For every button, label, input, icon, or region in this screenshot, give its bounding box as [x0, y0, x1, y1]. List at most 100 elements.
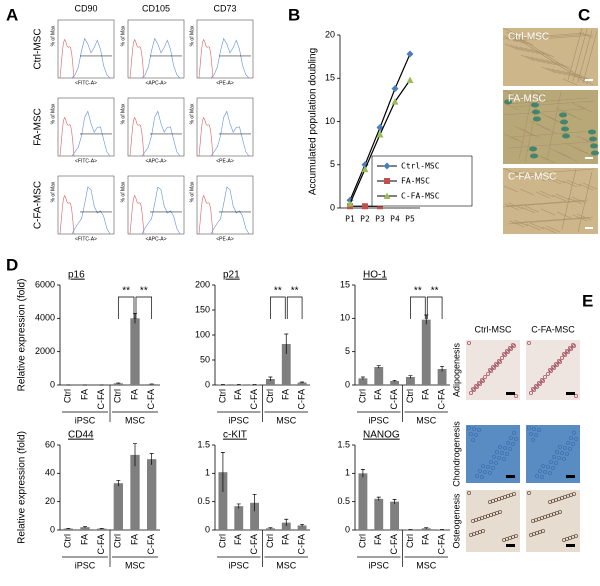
legend-label: FA-MSC	[401, 177, 430, 186]
scale-bar	[566, 475, 575, 478]
error-bar	[116, 382, 121, 384]
isotype-curve	[198, 194, 214, 235]
cell-texture	[508, 36, 524, 44]
micrograph	[526, 340, 580, 400]
axis-label: % of Max	[189, 181, 195, 202]
cell-texture	[530, 90, 546, 98]
texture	[531, 386, 536, 391]
cell-texture	[541, 66, 557, 74]
texture	[487, 499, 492, 504]
texture	[558, 444, 563, 449]
texture	[482, 469, 487, 474]
cell-texture	[503, 133, 519, 141]
texture	[493, 361, 498, 366]
texture	[527, 490, 532, 495]
texture	[507, 446, 512, 451]
chart-title: NANOG	[363, 430, 400, 441]
isotype-curve	[198, 116, 214, 157]
isotype-curve	[59, 116, 75, 157]
marker	[391, 98, 399, 105]
significance-label: **	[122, 286, 130, 297]
x-tick-label: Ctrl	[405, 534, 415, 548]
texture	[558, 359, 563, 364]
texture	[504, 451, 509, 456]
cell-texture	[551, 194, 567, 202]
stained-cell	[591, 150, 599, 156]
texture	[490, 465, 495, 470]
error-bar	[376, 496, 381, 501]
cell-texture	[572, 28, 588, 82]
texture	[473, 383, 478, 388]
isotype-curve	[59, 38, 75, 79]
marker-curve	[141, 110, 181, 157]
axis-label: % of Max	[120, 181, 126, 202]
error-bar	[284, 333, 289, 354]
stained-cell	[562, 133, 570, 139]
group-label: iPSC	[368, 560, 389, 570]
column-header: CD105	[142, 3, 170, 13]
marker-curve	[141, 37, 181, 79]
cell-texture	[509, 44, 525, 52]
texture	[568, 345, 573, 350]
group-label: iPSC	[75, 560, 96, 570]
cell-texture	[567, 27, 583, 81]
chart-title: p21	[223, 270, 240, 281]
texture	[494, 449, 499, 454]
cell-texture	[562, 78, 578, 86]
bar	[97, 528, 107, 530]
x-tick-label: Ctrl	[217, 534, 227, 548]
texture	[551, 364, 556, 369]
texture	[554, 460, 559, 465]
error-bar	[300, 523, 305, 527]
group-label: MSC	[276, 560, 297, 570]
marker	[391, 85, 399, 93]
x-tick-label: C-FA	[146, 389, 156, 410]
cell-texture	[550, 148, 566, 156]
x-tick-label: C-FA	[96, 389, 106, 410]
histogram-frame	[196, 97, 254, 157]
row-label: Ctrl-MSC	[33, 28, 44, 69]
y-tick-label: 20	[325, 29, 335, 39]
bar	[147, 459, 157, 530]
cell-texture	[571, 102, 587, 110]
cell-texture	[512, 100, 595, 108]
bar	[147, 384, 157, 385]
y-tick-label: 0	[330, 202, 335, 212]
texture	[572, 430, 577, 435]
x-tick-label: C-FA	[389, 534, 399, 555]
scale-bar	[585, 79, 593, 81]
cell-texture	[513, 125, 529, 133]
axis-label: <APC-A>	[145, 158, 166, 164]
cell-texture	[546, 67, 562, 75]
cell-texture	[582, 30, 598, 84]
marker-curve	[141, 186, 181, 235]
axis-label: % of Max	[189, 103, 195, 124]
y-tick-label: 100	[195, 329, 210, 339]
bar	[218, 472, 228, 530]
texture	[535, 384, 540, 389]
image-label: C-FA-MSC	[508, 172, 556, 183]
error-bar	[376, 365, 381, 369]
cell-texture	[519, 188, 535, 196]
row-label: FA-MSC	[33, 108, 44, 146]
bar	[234, 506, 244, 530]
panel-letter: D	[6, 255, 18, 274]
cell-texture	[519, 46, 535, 54]
cell-texture	[502, 27, 518, 35]
group-label: iPSC	[368, 415, 389, 425]
scale-bar	[506, 392, 515, 395]
cell-texture	[561, 168, 577, 230]
y-tick-label: 15	[325, 73, 335, 83]
axis-label: % of Max	[50, 103, 56, 124]
texture	[491, 454, 496, 459]
group-label: MSC	[125, 415, 146, 425]
texture	[569, 435, 574, 440]
isotype-curve	[129, 194, 145, 235]
cell-texture	[535, 191, 551, 199]
chart-title: p16	[68, 270, 85, 281]
significance-label: **	[140, 286, 148, 297]
texture	[485, 464, 490, 469]
bar	[421, 319, 431, 385]
bar	[130, 454, 140, 530]
texture	[480, 463, 485, 468]
